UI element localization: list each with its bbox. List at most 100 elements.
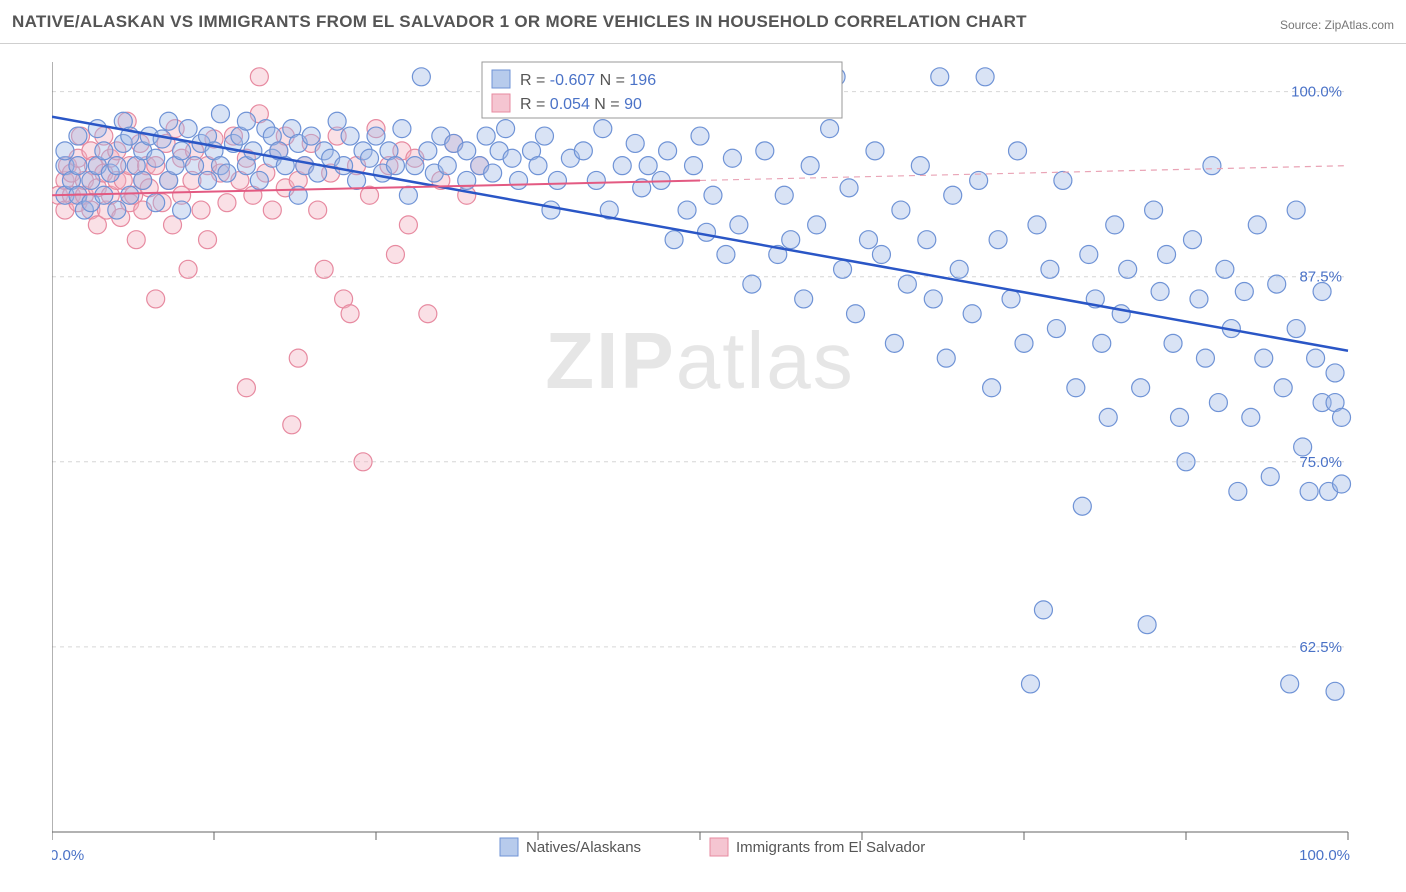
data-point xyxy=(743,275,761,293)
legend-label-blue: Natives/Alaskans xyxy=(526,839,641,856)
data-point xyxy=(918,231,936,249)
data-point xyxy=(95,186,113,204)
data-point xyxy=(438,157,456,175)
data-point xyxy=(1158,246,1176,264)
data-point xyxy=(147,149,165,167)
data-point xyxy=(1151,283,1169,301)
data-point xyxy=(1281,675,1299,693)
data-point xyxy=(1203,157,1221,175)
data-point xyxy=(510,171,528,189)
data-point xyxy=(289,349,307,367)
data-point xyxy=(95,142,113,160)
data-point xyxy=(1190,290,1208,308)
data-point xyxy=(911,157,929,175)
data-point xyxy=(283,416,301,434)
data-point xyxy=(263,201,281,219)
data-point xyxy=(160,112,178,130)
data-point xyxy=(173,142,191,160)
data-point xyxy=(1326,364,1344,382)
data-point xyxy=(801,157,819,175)
data-point xyxy=(931,68,949,86)
data-point xyxy=(1333,475,1351,493)
data-point xyxy=(1145,201,1163,219)
data-point xyxy=(859,231,877,249)
data-point xyxy=(1093,334,1111,352)
data-point xyxy=(866,142,884,160)
data-point xyxy=(795,290,813,308)
data-point xyxy=(250,171,268,189)
data-point xyxy=(108,157,126,175)
data-point xyxy=(121,186,139,204)
data-point xyxy=(678,201,696,219)
data-point xyxy=(697,223,715,241)
data-point xyxy=(1002,290,1020,308)
y-tick-label: 75.0% xyxy=(1299,454,1342,471)
data-point xyxy=(237,379,255,397)
data-point xyxy=(1138,616,1156,634)
data-point xyxy=(354,453,372,471)
data-point xyxy=(535,127,553,145)
legend-swatch xyxy=(492,70,510,88)
data-point xyxy=(1099,408,1117,426)
data-point xyxy=(639,157,657,175)
legend-stats: R = 0.054 N = 90 xyxy=(520,96,642,113)
data-point xyxy=(361,149,379,167)
data-point xyxy=(1073,497,1091,515)
watermark: ZIPatlas xyxy=(545,316,854,405)
data-point xyxy=(1326,682,1344,700)
data-point xyxy=(393,120,411,138)
data-point xyxy=(1171,408,1189,426)
data-point xyxy=(1196,349,1214,367)
data-point xyxy=(250,68,268,86)
x-tick-label: 100.0% xyxy=(1299,847,1350,864)
data-point xyxy=(1021,675,1039,693)
data-point xyxy=(147,290,165,308)
data-point xyxy=(1015,334,1033,352)
data-point xyxy=(1274,379,1292,397)
data-point xyxy=(341,127,359,145)
data-point xyxy=(1287,201,1305,219)
data-point xyxy=(1242,408,1260,426)
data-point xyxy=(386,246,404,264)
data-point xyxy=(69,157,87,175)
chart-area: 0.0%100.0%75.0%100.0%62.5%87.5%ZIPatlasR… xyxy=(52,44,1406,892)
data-point xyxy=(1047,320,1065,338)
source-prefix: Source: xyxy=(1280,18,1325,32)
data-point xyxy=(691,127,709,145)
data-point xyxy=(542,201,560,219)
data-point xyxy=(963,305,981,323)
chart-title: NATIVE/ALASKAN VS IMMIGRANTS FROM EL SAL… xyxy=(12,12,1027,32)
source-label: Source: ZipAtlas.com xyxy=(1280,18,1394,32)
data-point xyxy=(782,231,800,249)
data-point xyxy=(1054,171,1072,189)
data-point xyxy=(367,127,385,145)
data-point xyxy=(924,290,942,308)
data-point xyxy=(419,305,437,323)
data-point xyxy=(626,134,644,152)
data-point xyxy=(1287,320,1305,338)
data-point xyxy=(1067,379,1085,397)
legend-label-pink: Immigrants from El Salvador xyxy=(736,839,925,856)
data-point xyxy=(937,349,955,367)
data-point xyxy=(594,120,612,138)
data-point xyxy=(775,186,793,204)
data-point xyxy=(872,246,890,264)
data-point xyxy=(335,157,353,175)
data-point xyxy=(302,127,320,145)
data-point xyxy=(1268,275,1286,293)
data-point xyxy=(134,171,152,189)
data-point xyxy=(218,164,236,182)
data-point xyxy=(386,157,404,175)
data-point xyxy=(1294,438,1312,456)
data-point xyxy=(723,149,741,167)
data-point xyxy=(328,112,346,130)
data-point xyxy=(211,105,229,123)
data-point xyxy=(1300,482,1318,500)
data-point xyxy=(406,157,424,175)
data-point xyxy=(730,216,748,234)
data-point xyxy=(315,260,333,278)
data-point xyxy=(192,201,210,219)
data-point xyxy=(892,201,910,219)
legend-swatch xyxy=(500,838,518,856)
data-point xyxy=(399,186,417,204)
